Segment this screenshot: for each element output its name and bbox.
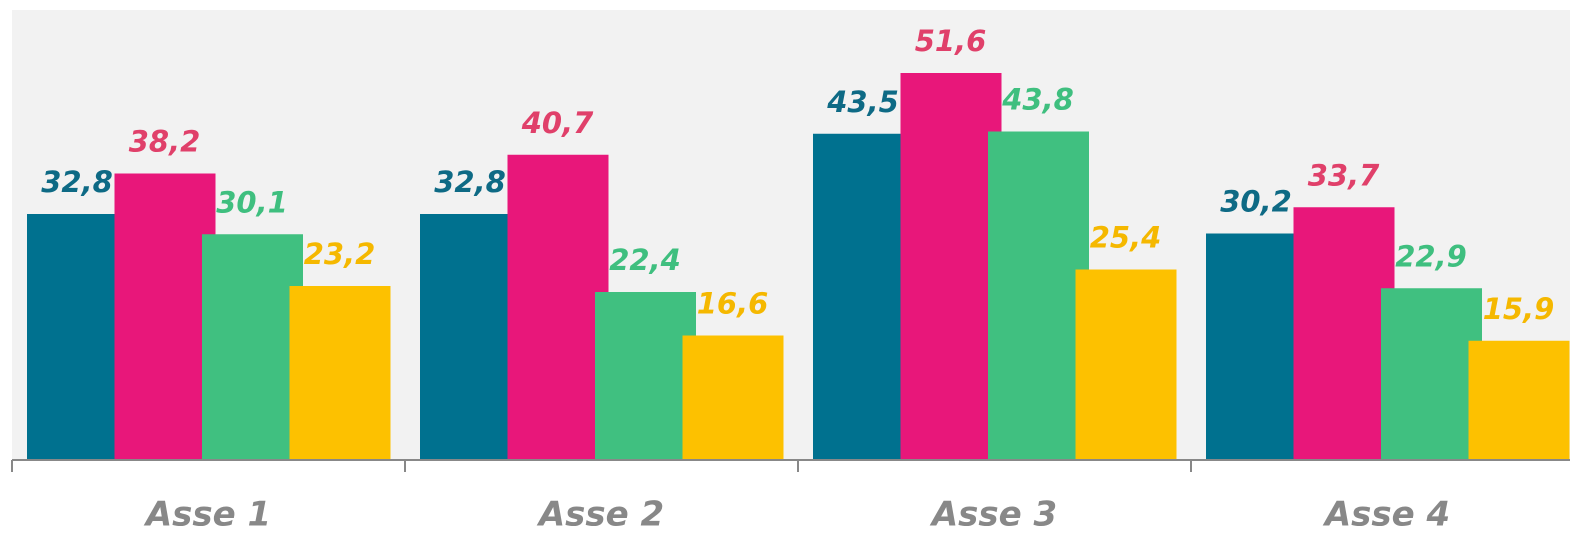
bar: [27, 214, 128, 460]
value-label: 23,2: [304, 237, 376, 271]
value-label: 22,4: [609, 243, 681, 277]
value-label: 16,6: [697, 287, 769, 321]
bar: [1075, 269, 1177, 460]
bar: [1468, 340, 1570, 460]
value-label: 38,2: [129, 125, 201, 159]
bar: [289, 286, 391, 460]
value-label: 30,1: [216, 185, 288, 219]
value-label: 22,9: [1395, 239, 1467, 273]
value-label: 32,8: [41, 165, 113, 199]
value-label: 32,8: [434, 165, 506, 199]
x-tick-label: Asse 4: [1322, 495, 1450, 535]
bar: [1293, 207, 1395, 460]
bar: [988, 131, 1089, 460]
x-tick-label: Asse 3: [929, 495, 1057, 535]
bar: [114, 173, 216, 460]
bar: [1206, 233, 1307, 460]
x-tick-label: Asse 2: [536, 495, 664, 535]
x-tick-label: Asse 1: [143, 495, 271, 535]
bar: [420, 214, 521, 460]
value-label: 15,9: [1483, 292, 1555, 326]
bar: [202, 234, 303, 460]
bar: [595, 292, 696, 460]
value-label: 30,2: [1220, 185, 1292, 219]
value-label: 43,8: [1001, 83, 1074, 117]
value-label: 25,4: [1090, 221, 1162, 255]
value-label: 51,6: [915, 24, 987, 58]
bar: [900, 73, 1002, 460]
bar: [682, 335, 784, 460]
bar: [1381, 288, 1482, 460]
bar: [813, 133, 914, 460]
value-label: 43,5: [826, 85, 899, 119]
value-label: 33,7: [1308, 158, 1380, 192]
value-label: 40,7: [521, 106, 594, 140]
bar: [507, 154, 609, 460]
